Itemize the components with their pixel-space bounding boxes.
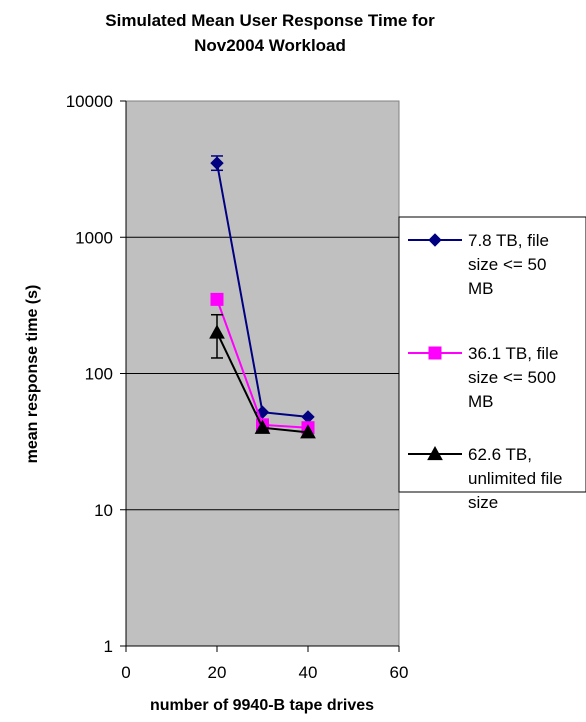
series-3 bbox=[209, 313, 316, 439]
gridlines bbox=[126, 236, 399, 511]
legend-item-2: 36.1 TB, file size <= 500 MB bbox=[408, 344, 558, 411]
data-point bbox=[209, 324, 225, 339]
x-tick-label: 0 bbox=[121, 663, 130, 682]
tick-labels: 1 10 100 1000 10000 0 20 40 60 bbox=[66, 92, 409, 682]
legend-label: size bbox=[468, 493, 498, 512]
x-axis-title: number of 9940-B tape drives bbox=[150, 697, 374, 714]
legend-label: 7.8 TB, file bbox=[468, 231, 549, 250]
y-tick-label: 10 bbox=[94, 501, 113, 520]
legend-item-3: 62.6 TB, unlimited file size bbox=[408, 445, 563, 512]
chart-title-line-1: Simulated Mean User Response Time for bbox=[105, 11, 435, 30]
y-tick-label: 10000 bbox=[66, 92, 113, 111]
legend-label: 62.6 TB, bbox=[468, 445, 532, 464]
legend-label: MB bbox=[468, 279, 494, 298]
data-point bbox=[300, 424, 316, 439]
series-layer bbox=[209, 155, 316, 439]
data-point bbox=[254, 419, 271, 434]
legend-marker bbox=[428, 346, 442, 360]
y-tick-label: 1000 bbox=[75, 228, 113, 247]
x-tick-label: 40 bbox=[299, 663, 318, 682]
y-axis-title: mean response time (s) bbox=[24, 285, 41, 464]
legend-label: unlimited file bbox=[468, 469, 563, 488]
x-tick-label: 20 bbox=[208, 663, 227, 682]
legend-items: 7.8 TB, file size <= 50 MB 36.1 TB, file siz… bbox=[408, 231, 563, 512]
legend-marker bbox=[428, 233, 442, 247]
data-point bbox=[210, 156, 224, 170]
axes bbox=[120, 100, 400, 652]
legend-item-1: 7.8 TB, file size <= 50 MB bbox=[408, 231, 549, 298]
legend-label: size <= 500 bbox=[468, 368, 556, 387]
series-1 bbox=[210, 155, 315, 424]
y-tick-label: 100 bbox=[85, 365, 113, 384]
y-tick-label: 1 bbox=[104, 637, 113, 656]
legend-label: 36.1 TB, file bbox=[468, 344, 558, 363]
legend: 7.8 TB, file size <= 50 MB 36.1 TB, file siz… bbox=[398, 216, 586, 512]
x-tick-label: 60 bbox=[390, 663, 409, 682]
legend-marker bbox=[427, 445, 443, 461]
data-point bbox=[210, 292, 224, 306]
legend-label: size <= 50 bbox=[468, 255, 546, 274]
legend-label: MB bbox=[468, 392, 494, 411]
chart-title-line-2: Nov2004 Workload bbox=[194, 36, 346, 55]
